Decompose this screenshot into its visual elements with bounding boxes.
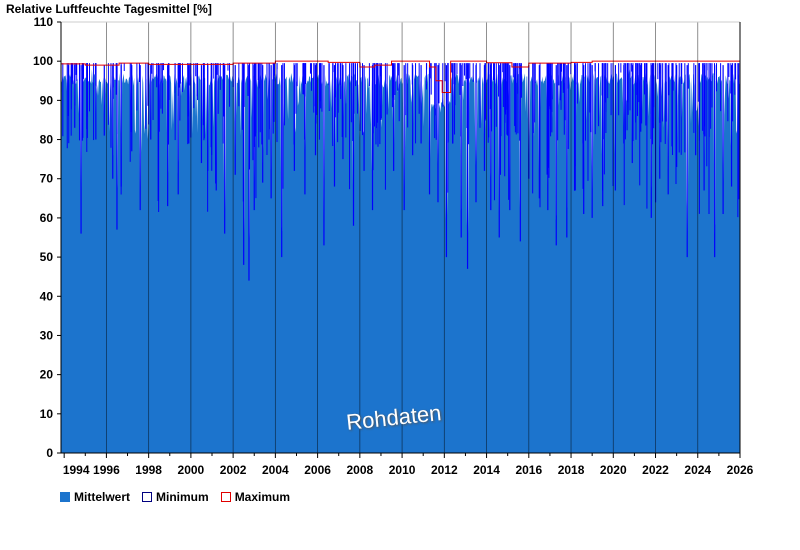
- x-tick-label: 2010: [389, 463, 416, 477]
- x-tick-label: 2020: [600, 463, 627, 477]
- plot-area: [60, 22, 740, 454]
- legend-item-minimum: Minimum: [142, 490, 209, 504]
- x-tick-label: 2008: [346, 463, 373, 477]
- chart-title: Relative Luftfeuchte Tagesmittel [%]: [6, 2, 212, 16]
- y-tick-label: 50: [40, 250, 54, 264]
- y-tick-label: 80: [40, 133, 54, 147]
- axes: 0 10 20 30 40 50 60 70 80 90 100 110 1994 1996 1998 200…: [33, 15, 754, 477]
- y-tick-label: 70: [40, 172, 54, 186]
- legend: Mittelwert Minimum Maximum: [60, 490, 290, 504]
- x-tick-label: 1996: [93, 463, 120, 477]
- y-tick-label: 90: [40, 93, 54, 107]
- legend-label-maximum: Maximum: [234, 490, 291, 504]
- x-tick-label: 2024: [684, 463, 711, 477]
- x-tick-label: 2022: [642, 463, 669, 477]
- series-minimum: [60, 63, 740, 281]
- legend-swatch-minimum: [142, 492, 153, 502]
- legend-label-minimum: Minimum: [156, 490, 209, 504]
- x-tick-label: 2004: [262, 463, 289, 477]
- y-tick-label: 110: [34, 15, 54, 29]
- x-tick-label: 2026: [727, 463, 754, 477]
- legend-item-mean: Mittelwert: [60, 490, 130, 504]
- legend-item-maximum: Maximum: [220, 490, 291, 504]
- legend-label-mean: Mittelwert: [74, 490, 131, 504]
- y-tick-label: 0: [46, 446, 53, 460]
- x-tick-label: 2014: [473, 463, 500, 477]
- series-mean-area: [61, 69, 740, 454]
- y-tick-label: 20: [40, 368, 54, 382]
- x-tick-label: 2006: [304, 463, 331, 477]
- y-tick-label: 60: [40, 211, 54, 225]
- y-tick-label: 30: [40, 328, 54, 342]
- x-tick-label: 2012: [431, 463, 458, 477]
- x-tick-label: 2000: [178, 463, 205, 477]
- x-tick-label: 2018: [558, 463, 585, 477]
- y-tick-label: 10: [40, 407, 54, 421]
- x-tick-label: 1994: [63, 463, 90, 477]
- x-tick-label: 2016: [515, 463, 542, 477]
- x-tick-label: 1998: [135, 463, 162, 477]
- y-tick-label: 100: [33, 54, 53, 68]
- legend-swatch-mean: [60, 492, 70, 502]
- x-tick-label: 2002: [220, 463, 247, 477]
- legend-swatch-maximum: [220, 492, 231, 502]
- y-tick-label: 40: [40, 289, 54, 303]
